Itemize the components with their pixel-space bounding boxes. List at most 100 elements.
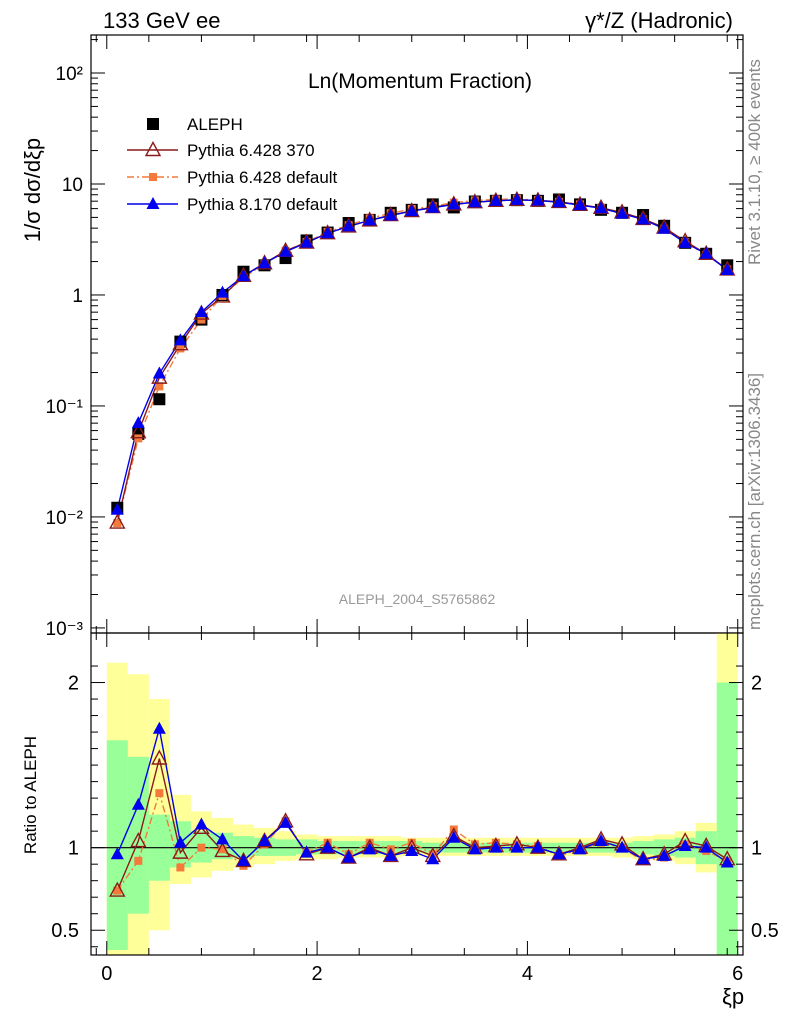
ratio-point (194, 817, 208, 830)
legend-entry: Pythia 8.170 default (127, 195, 338, 214)
mcplots-reference-label: mcplots.cern.ch [arXiv:1306.3436] (745, 373, 764, 630)
legend-label: Pythia 6.428 default (187, 168, 338, 187)
data-point (236, 269, 250, 282)
ratio-point (405, 843, 419, 856)
ratio-point (636, 852, 650, 865)
data-point (698, 244, 715, 260)
data-point (529, 191, 547, 207)
data-point (155, 382, 164, 391)
ratio-point (573, 842, 587, 855)
legend-entry: Pythia 6.428 370 (127, 141, 315, 160)
ratio-point (151, 749, 168, 765)
data-point (384, 208, 398, 221)
y-tick-label: 10² (56, 64, 83, 85)
analysis-id-watermark: ALEPH_2004_S5765862 (339, 591, 496, 607)
data-point (571, 195, 589, 211)
data-point (468, 195, 482, 208)
data-point (405, 204, 419, 217)
ratio-plot-content (91, 633, 743, 955)
ratio-y-tick-label-right: 1 (751, 838, 762, 860)
ratio-panel: 0.5 0.5 1 1 2 2 0 2 4 6 Ratio to ALEPH ξp (21, 632, 779, 1009)
ratio-y-tick-label-left: 1 (68, 838, 79, 860)
ratio-point (489, 840, 503, 853)
data-point (131, 416, 145, 429)
ratio-point (407, 838, 416, 847)
data-point (113, 519, 122, 528)
legend-entry: Pythia 6.428 default (127, 168, 338, 187)
data-point (508, 190, 526, 207)
ratio-point (172, 843, 189, 859)
ratio-point (236, 853, 250, 866)
legend-entry: ALEPH (147, 115, 243, 134)
ratio-point (300, 845, 314, 858)
data-point (592, 198, 610, 215)
ratio-point (130, 832, 147, 848)
ratio-point (426, 852, 440, 865)
ratio-point (340, 848, 357, 864)
data-point (550, 192, 568, 209)
ratio-axis-ticks: 0.5 0.5 1 1 2 2 0 2 4 6 (51, 633, 779, 985)
data-point (235, 266, 252, 282)
data-point (573, 198, 587, 211)
ratio-y-tick-label-right: 0.5 (751, 920, 779, 942)
data-point (426, 200, 440, 213)
ratio-point (342, 850, 356, 863)
ratio-point (382, 846, 399, 863)
data-point (699, 246, 713, 259)
data-point (445, 195, 462, 211)
main-plot-content (109, 190, 736, 529)
legend-marker (146, 197, 160, 209)
ratio-point (173, 835, 187, 848)
legend: ALEPH Pythia 6.428 370 Pythia 6.428 defaul… (127, 115, 338, 214)
data-point (194, 305, 208, 318)
data-point (363, 213, 377, 226)
ratio-point (235, 851, 252, 868)
ratio-y-tick-label-right: 2 (751, 673, 762, 695)
ratio-point (384, 848, 398, 861)
x-tick-label: 6 (732, 963, 743, 985)
y-tick-label: 10⁻¹ (46, 397, 84, 418)
ratio-point (657, 848, 671, 861)
y-tick-label: 1 (72, 286, 83, 307)
data-point (594, 201, 608, 214)
data-point (300, 235, 314, 248)
data-point (552, 195, 566, 208)
ratio-point (615, 840, 629, 853)
ratio-point (110, 847, 124, 860)
ratio-point (678, 839, 692, 852)
header-left-label: 133 GeV ee (103, 8, 220, 33)
main-plot-title: Ln(Momentum Fraction) (308, 70, 532, 93)
data-point (130, 423, 147, 439)
data-point (489, 193, 503, 206)
ratio-point (531, 840, 545, 853)
ratio-point (258, 834, 272, 847)
x-tick-label: 2 (312, 963, 323, 985)
ratio-point (594, 834, 608, 847)
legend-label: Pythia 6.428 370 (187, 141, 315, 160)
ratio-point (197, 843, 206, 852)
ratio-point (550, 845, 568, 861)
data-point (173, 333, 187, 346)
ratio-point (218, 845, 227, 854)
data-point (342, 219, 356, 232)
uncertainty-band-green (127, 756, 149, 914)
x-axis-label: ξp (722, 984, 744, 1009)
data-point (634, 209, 652, 226)
ratio-point (176, 863, 185, 872)
ratio-point (363, 842, 377, 855)
data-point (382, 206, 399, 222)
uncertainty-band-green (232, 836, 254, 858)
data-point (321, 226, 335, 239)
ratio-point (134, 856, 143, 865)
x-tick-label: 4 (522, 963, 533, 985)
series-line-pythia-6-428-default (116, 198, 728, 524)
legend-label: ALEPH (187, 115, 243, 134)
y-tick-label: 10⁻³ (46, 619, 84, 640)
data-point (615, 206, 629, 219)
ratio-point (155, 789, 164, 798)
data-point (403, 202, 420, 218)
data-point (678, 235, 692, 248)
uncertainty-band-green (716, 682, 738, 955)
legend-label: Pythia 8.170 default (187, 195, 338, 214)
legend-marker (147, 118, 159, 130)
